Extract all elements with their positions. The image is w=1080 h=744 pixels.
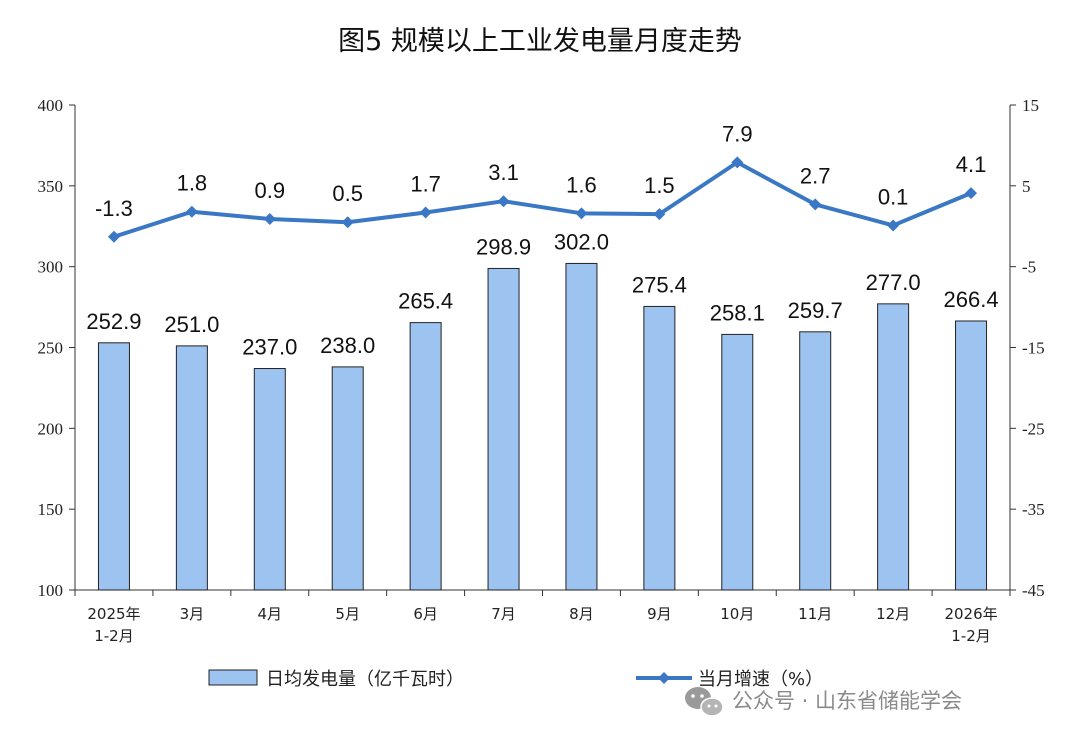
watermark: 公众号 · 山东省储能学会: [685, 687, 962, 717]
bar: [955, 320, 988, 591]
x-axis-category-label: 10月: [720, 605, 754, 623]
axes: 100 150 200 250 300 350 400 -45 -35 -25 -15 -5 5 15: [38, 96, 1045, 600]
right-axis-tick-label: 15: [1022, 96, 1039, 115]
bar: [175, 345, 208, 591]
bar-data-label: 265.4: [398, 289, 453, 314]
right-axis-tick-label: 5: [1022, 177, 1031, 196]
line-point: [965, 187, 978, 200]
x-axis-category-label: 6月: [413, 605, 438, 623]
right-axis-tick-label: -5: [1022, 258, 1036, 277]
bar: [799, 331, 832, 591]
bar: [331, 366, 364, 591]
bar-data-label: 258.1: [710, 300, 765, 325]
bar: [253, 368, 286, 591]
bar: [97, 342, 130, 591]
bar: [565, 262, 598, 591]
line-point: [575, 207, 588, 220]
line-data-label: 3.1: [488, 160, 519, 185]
x-axis-category-label: 11月: [798, 605, 832, 623]
line-data-label: 1.5: [644, 173, 675, 198]
line-data-label: 1.6: [566, 172, 597, 197]
growth-line: [113, 160, 972, 239]
left-axis-tick-label: 200: [38, 419, 64, 438]
left-axis-tick-label: 150: [38, 500, 64, 519]
line-point: [731, 156, 744, 169]
line-point: [263, 212, 276, 225]
line-point: [887, 219, 900, 232]
line-data-labels: -1.3 1.8 0.9 0.5 1.7 3.1 1.6 1.5 7.9 2.7 0.1 4.1: [95, 121, 986, 220]
x-axis-category-label: 8月: [569, 605, 594, 623]
bar-data-label: 298.9: [476, 234, 531, 259]
bar-data-label: 266.4: [944, 287, 999, 312]
line-series: [107, 156, 978, 243]
line-data-label: 0.5: [332, 181, 363, 206]
bar: [877, 303, 910, 591]
bar: [643, 305, 676, 591]
x-axis-category-label: 12月: [876, 605, 910, 623]
line-data-label: 7.9: [722, 121, 753, 146]
bar-data-label: 238.0: [320, 333, 375, 358]
x-axis-labels: 2025年 1-2月 3月 4月 5月 6月 7月 8月 9月 10月 11月 12月 2026年 1-2…: [87, 605, 997, 645]
left-axis-tick-label: 350: [38, 177, 64, 196]
bar-data-labels: 252.9 251.0 237.0 238.0 265.4 298.9 302.0 275.4…: [86, 229, 998, 359]
line-point: [653, 208, 666, 221]
bar-data-label: 252.9: [86, 309, 141, 334]
bar-data-label: 251.0: [164, 312, 219, 337]
legend-bar-swatch: [208, 669, 258, 686]
left-axis-tick-label: 100: [38, 581, 64, 600]
bar-data-label: 259.7: [788, 298, 843, 323]
watermark-text: 公众号 · 山东省储能学会: [732, 689, 962, 713]
bar: [409, 322, 442, 591]
x-axis-category-label: 3月: [180, 605, 205, 623]
left-axis-tick-label: 300: [38, 258, 64, 277]
right-axis-tick-label: -25: [1022, 419, 1045, 438]
line-data-label: 4.1: [956, 152, 987, 177]
legend: 日均发电量（亿千瓦时） 当月增速（%）: [208, 669, 823, 690]
line-point: [185, 205, 198, 218]
legend-bar-label: 日均发电量（亿千瓦时）: [266, 669, 464, 690]
legend-line-marker: [658, 672, 670, 684]
chart-title: 图5 规模以上工业发电量月度走势: [338, 26, 742, 57]
x-axis-category-label: 2025年: [87, 605, 140, 623]
bar-data-label: 237.0: [242, 335, 297, 360]
line-point: [107, 230, 120, 243]
x-axis-category-label: 7月: [491, 605, 516, 623]
line-data-label: -1.3: [95, 196, 133, 221]
bar: [721, 333, 754, 591]
right-axis-tick-label: -45: [1022, 581, 1045, 600]
bar-series: [97, 262, 988, 591]
bar-data-label: 302.0: [554, 229, 609, 254]
line-point: [341, 216, 354, 229]
right-axis-tick-label: -35: [1022, 500, 1045, 519]
bar: [487, 267, 520, 591]
left-axis-tick-label: 250: [38, 339, 64, 358]
x-axis-category-label: 9月: [647, 605, 672, 623]
bar-data-label: 277.0: [866, 270, 921, 295]
bar-data-label: 275.4: [632, 272, 687, 297]
line-data-label: 0.9: [254, 178, 285, 203]
x-axis-category-label: 1-2月: [94, 627, 134, 645]
wechat-icon: [685, 687, 724, 717]
line-point: [419, 206, 432, 219]
line-data-label: 1.7: [410, 172, 441, 197]
left-axis-tick-label: 400: [38, 96, 64, 115]
x-axis-category-label: 2026年: [944, 605, 997, 623]
line-data-label: 2.7: [800, 163, 831, 188]
x-axis-category-label: 4月: [258, 605, 283, 623]
x-axis-category-label: 1-2月: [951, 627, 991, 645]
line-point: [809, 198, 822, 211]
x-axis-category-label: 5月: [335, 605, 360, 623]
line-point: [497, 195, 510, 208]
line-data-label: 0.1: [878, 184, 909, 209]
legend-line-label: 当月增速（%）: [698, 669, 823, 690]
right-axis-tick-label: -15: [1022, 339, 1045, 358]
line-data-label: 1.8: [177, 171, 208, 196]
